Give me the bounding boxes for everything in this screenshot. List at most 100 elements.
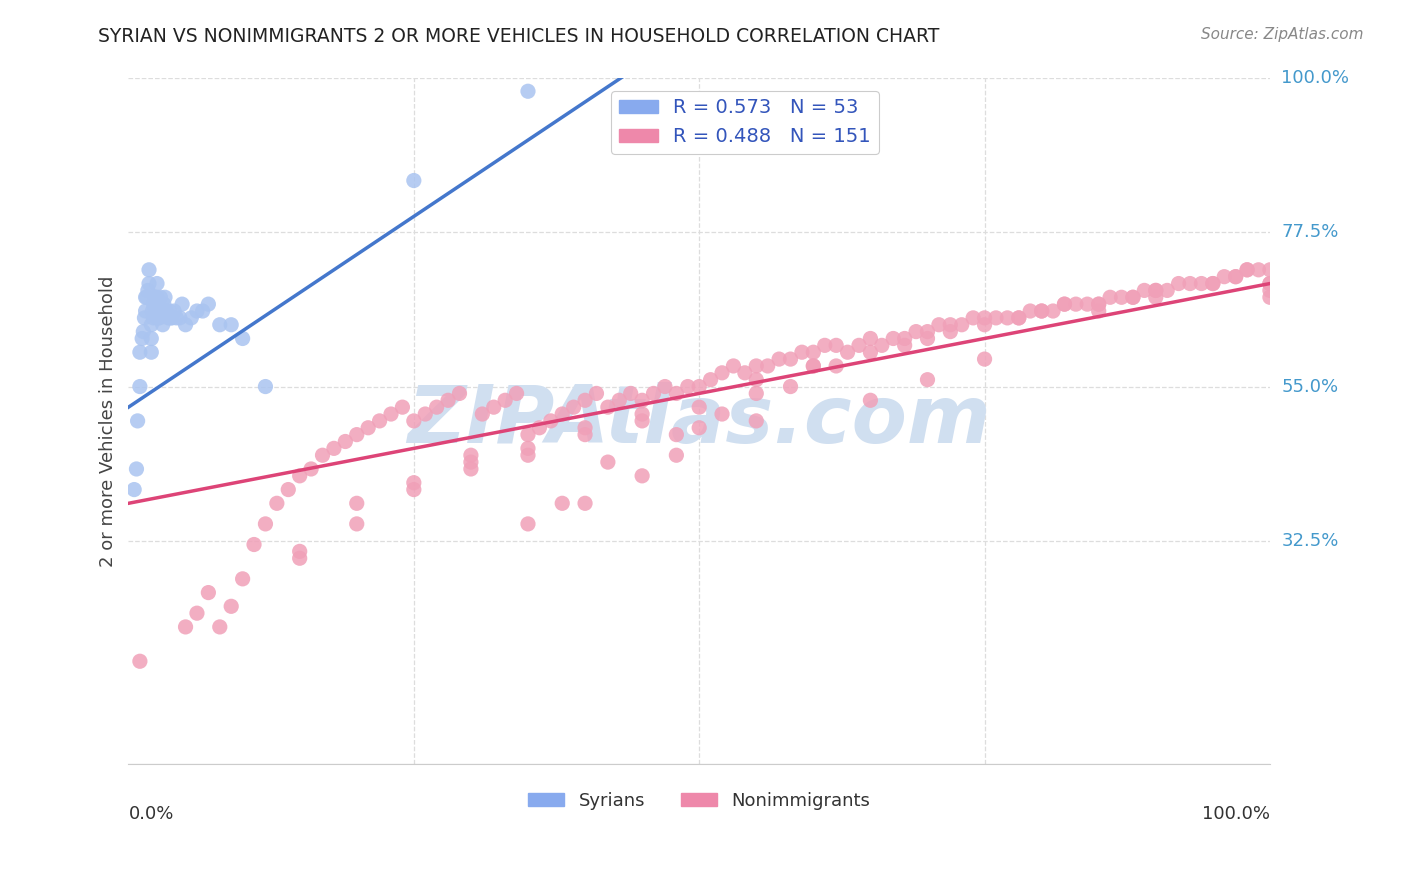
Point	[174, 318, 197, 332]
Point	[232, 572, 254, 586]
Point	[801, 359, 824, 373]
Point	[973, 352, 995, 367]
Point	[159, 304, 181, 318]
Point	[142, 297, 165, 311]
Point	[596, 455, 619, 469]
Point	[631, 414, 654, 428]
Point	[1213, 269, 1236, 284]
Point	[1247, 262, 1270, 277]
Point	[688, 421, 710, 435]
Point	[848, 338, 870, 352]
Point	[163, 304, 186, 318]
Text: 55.0%: 55.0%	[1281, 377, 1339, 395]
Point	[125, 462, 148, 476]
Point	[402, 483, 425, 497]
Point	[142, 310, 165, 325]
Point	[1019, 304, 1042, 318]
Point	[402, 414, 425, 428]
Point	[688, 379, 710, 393]
Point	[620, 386, 643, 401]
Point	[779, 352, 801, 367]
Point	[174, 620, 197, 634]
Point	[131, 331, 153, 345]
Point	[169, 310, 191, 325]
Text: ZIPAtlas.com: ZIPAtlas.com	[408, 382, 991, 460]
Point	[973, 318, 995, 332]
Point	[1225, 269, 1247, 284]
Point	[153, 290, 176, 304]
Point	[574, 427, 596, 442]
Point	[870, 338, 893, 352]
Point	[665, 448, 688, 462]
Point	[814, 338, 837, 352]
Point	[917, 325, 939, 339]
Point	[711, 366, 734, 380]
Legend: Syrians, Nonimmigrants: Syrians, Nonimmigrants	[520, 785, 877, 817]
Point	[790, 345, 813, 359]
Point	[631, 407, 654, 421]
Point	[148, 310, 170, 325]
Point	[643, 386, 665, 401]
Point	[905, 325, 928, 339]
Point	[135, 290, 157, 304]
Point	[859, 393, 882, 408]
Point	[917, 373, 939, 387]
Point	[529, 421, 551, 435]
Point	[413, 407, 436, 421]
Point	[1122, 290, 1144, 304]
Point	[254, 516, 277, 531]
Point	[825, 338, 848, 352]
Point	[426, 400, 449, 414]
Point	[1122, 290, 1144, 304]
Point	[768, 352, 790, 367]
Point	[1144, 284, 1167, 298]
Point	[143, 290, 166, 304]
Point	[1202, 277, 1225, 291]
Point	[551, 407, 574, 421]
Point	[346, 427, 368, 442]
Point	[152, 304, 174, 318]
Point	[540, 414, 562, 428]
Point	[141, 331, 163, 345]
Point	[357, 421, 380, 435]
Point	[159, 310, 181, 325]
Point	[711, 407, 734, 421]
Point	[1225, 269, 1247, 284]
Point	[1144, 290, 1167, 304]
Point	[208, 620, 231, 634]
Point	[517, 448, 540, 462]
Point	[562, 400, 585, 414]
Point	[288, 551, 311, 566]
Point	[1008, 310, 1031, 325]
Point	[699, 373, 721, 387]
Point	[141, 304, 163, 318]
Point	[1236, 262, 1258, 277]
Point	[153, 297, 176, 311]
Point	[127, 414, 149, 428]
Point	[745, 359, 768, 373]
Point	[128, 345, 150, 359]
Point	[346, 496, 368, 510]
Point	[128, 654, 150, 668]
Text: 100.0%: 100.0%	[1202, 805, 1270, 823]
Point	[219, 318, 242, 332]
Point	[197, 585, 219, 599]
Point	[482, 400, 505, 414]
Point	[1053, 297, 1076, 311]
Point	[1111, 290, 1133, 304]
Point	[962, 310, 984, 325]
Point	[517, 84, 540, 98]
Text: 100.0%: 100.0%	[1281, 69, 1350, 87]
Y-axis label: 2 or more Vehicles in Household: 2 or more Vehicles in Household	[100, 276, 117, 566]
Text: Source: ZipAtlas.com: Source: ZipAtlas.com	[1201, 27, 1364, 42]
Point	[146, 290, 169, 304]
Point	[136, 284, 159, 298]
Point	[437, 393, 460, 408]
Point	[596, 400, 619, 414]
Point	[152, 318, 174, 332]
Point	[676, 379, 699, 393]
Point	[1178, 277, 1201, 291]
Point	[138, 262, 160, 277]
Point	[1258, 262, 1281, 277]
Point	[995, 310, 1018, 325]
